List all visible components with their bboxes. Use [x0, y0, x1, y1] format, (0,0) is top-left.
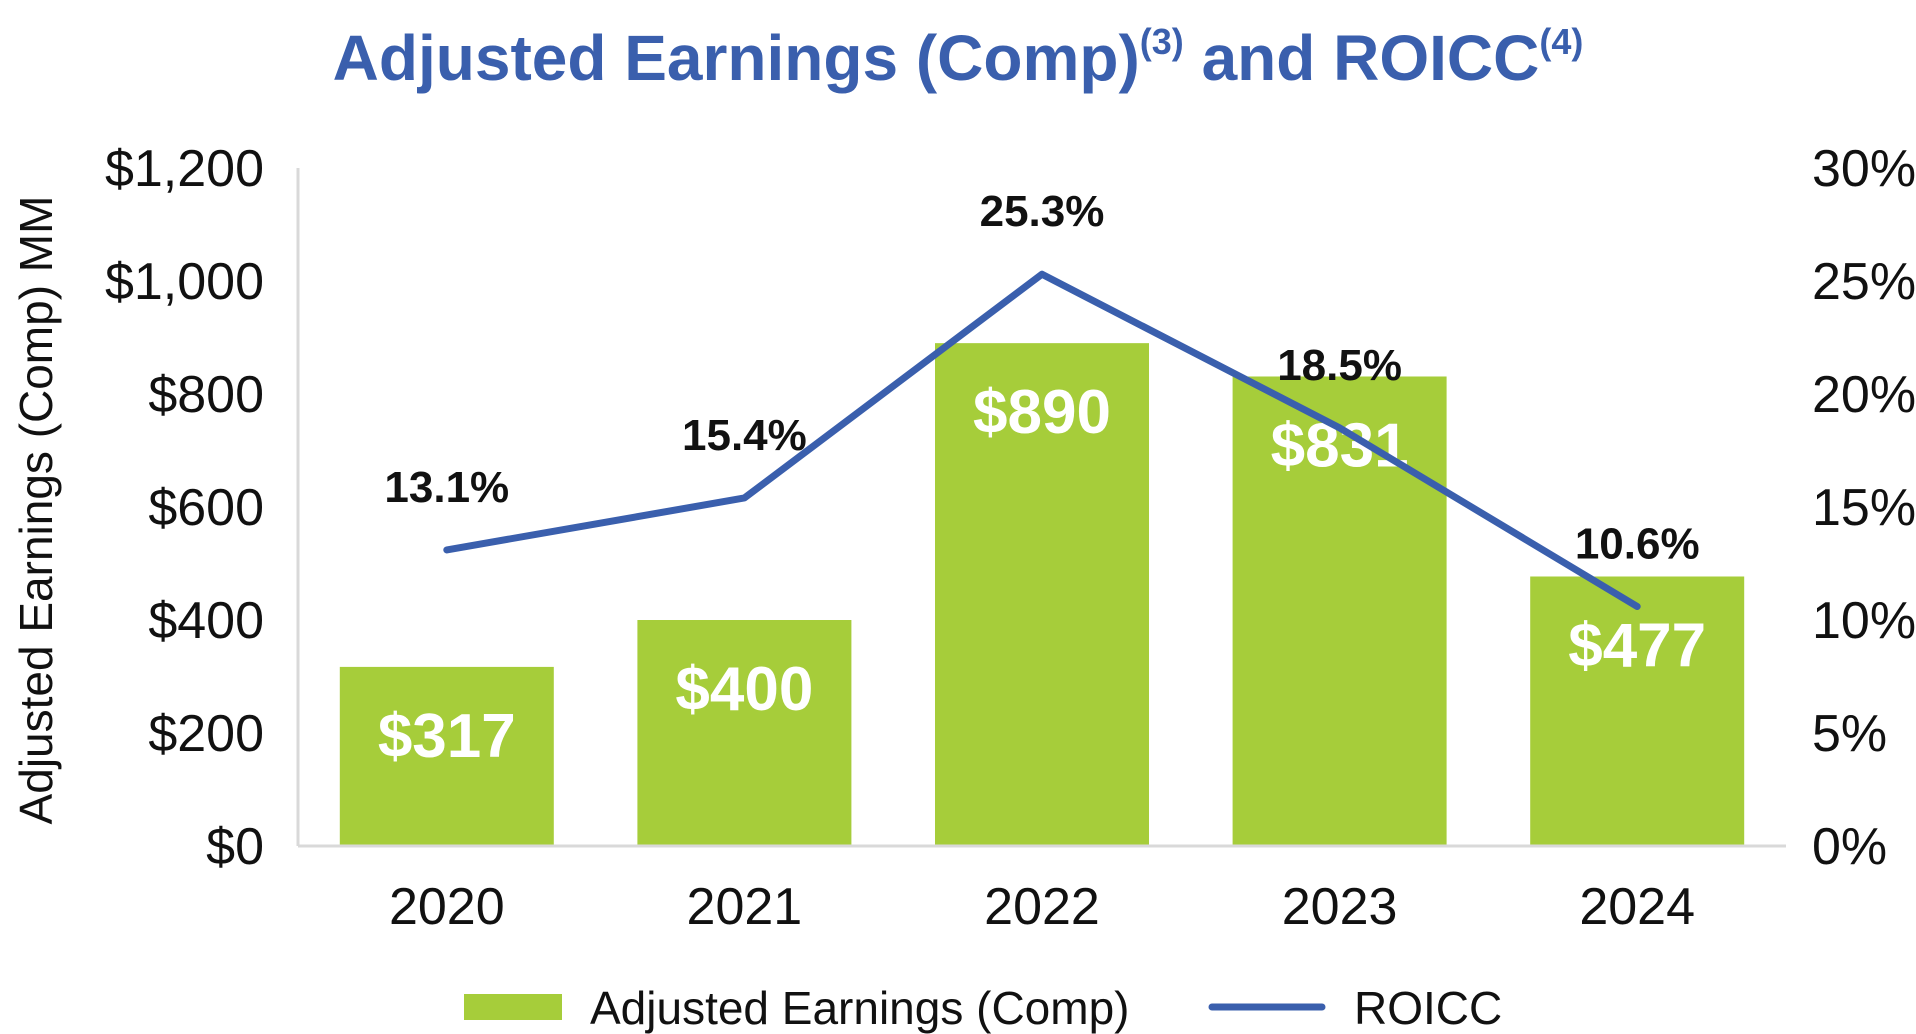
legend-label-adjusted-earnings: Adjusted Earnings (Comp) — [590, 982, 1129, 1034]
bar-data-labels: $317 $400 $890 $831 $477 — [378, 378, 1706, 771]
right-tick-label: 25% — [1812, 253, 1916, 311]
chart-title-main: Adjusted Earnings (Comp) — [333, 22, 1140, 94]
line-data-label: 25.3% — [980, 187, 1105, 236]
bar — [637, 620, 852, 846]
line-data-label: 10.6% — [1575, 519, 1700, 568]
left-tick-label: $0 — [206, 818, 264, 876]
bar — [935, 343, 1149, 846]
bar — [1530, 576, 1745, 846]
right-tick-label: 10% — [1812, 592, 1916, 650]
x-axis-ticks: 2020 2021 2022 2023 2024 — [389, 878, 1695, 936]
left-tick-label: $1,200 — [105, 140, 264, 198]
right-axis-ticks: 0% 5% 10% 15% 20% 25% 30% — [1812, 140, 1916, 876]
x-tick-label: 2024 — [1579, 878, 1695, 936]
right-tick-label: 15% — [1812, 479, 1916, 537]
bar-data-label: $477 — [1568, 611, 1706, 680]
left-tick-label: $200 — [148, 705, 264, 763]
line-data-label: 15.4% — [682, 411, 807, 460]
line-data-labels: 13.1% 15.4% 25.3% 18.5% 10.6% — [384, 187, 1699, 568]
left-tick-label: $1,000 — [105, 253, 264, 311]
legend: Adjusted Earnings (Comp) ROICC — [464, 982, 1502, 1034]
x-tick-label: 2021 — [687, 878, 803, 936]
left-tick-label: $800 — [148, 366, 264, 424]
bar — [1232, 376, 1447, 846]
left-axis-ticks: $0 $200 $400 $600 $800 $1,000 $1,200 — [105, 140, 264, 876]
line-data-label: 18.5% — [1277, 341, 1402, 390]
right-tick-label: 0% — [1812, 818, 1887, 876]
right-tick-label: 5% — [1812, 705, 1887, 763]
left-tick-label: $600 — [148, 479, 264, 537]
chart-title-superscript-3: (3) — [1140, 21, 1184, 62]
x-tick-label: 2023 — [1282, 878, 1398, 936]
bar-data-label: $317 — [378, 702, 516, 771]
bar-series — [339, 343, 1745, 846]
chart-title: Adjusted Earnings (Comp)(3) and ROICC(4) — [333, 21, 1584, 94]
left-tick-label: $400 — [148, 592, 264, 650]
right-tick-label: 20% — [1812, 366, 1916, 424]
y-axis-title: Adjusted Earnings (Comp) MM — [10, 196, 62, 825]
right-tick-label: 30% — [1812, 140, 1916, 198]
legend-swatch-adjusted-earnings — [464, 994, 562, 1020]
x-tick-label: 2020 — [389, 878, 505, 936]
legend-label-roicc: ROICC — [1354, 982, 1502, 1034]
bar-data-label: $400 — [675, 655, 813, 724]
bar — [339, 666, 554, 846]
chart-title-main-2: and ROICC — [1184, 22, 1540, 94]
x-tick-label: 2022 — [984, 878, 1100, 936]
chart-title-superscript-4: (4) — [1539, 21, 1583, 62]
bar-data-label: $831 — [1271, 411, 1409, 480]
roicc-line — [443, 270, 1641, 610]
bar-data-label: $890 — [973, 378, 1111, 447]
line-data-label: 13.1% — [384, 463, 509, 512]
